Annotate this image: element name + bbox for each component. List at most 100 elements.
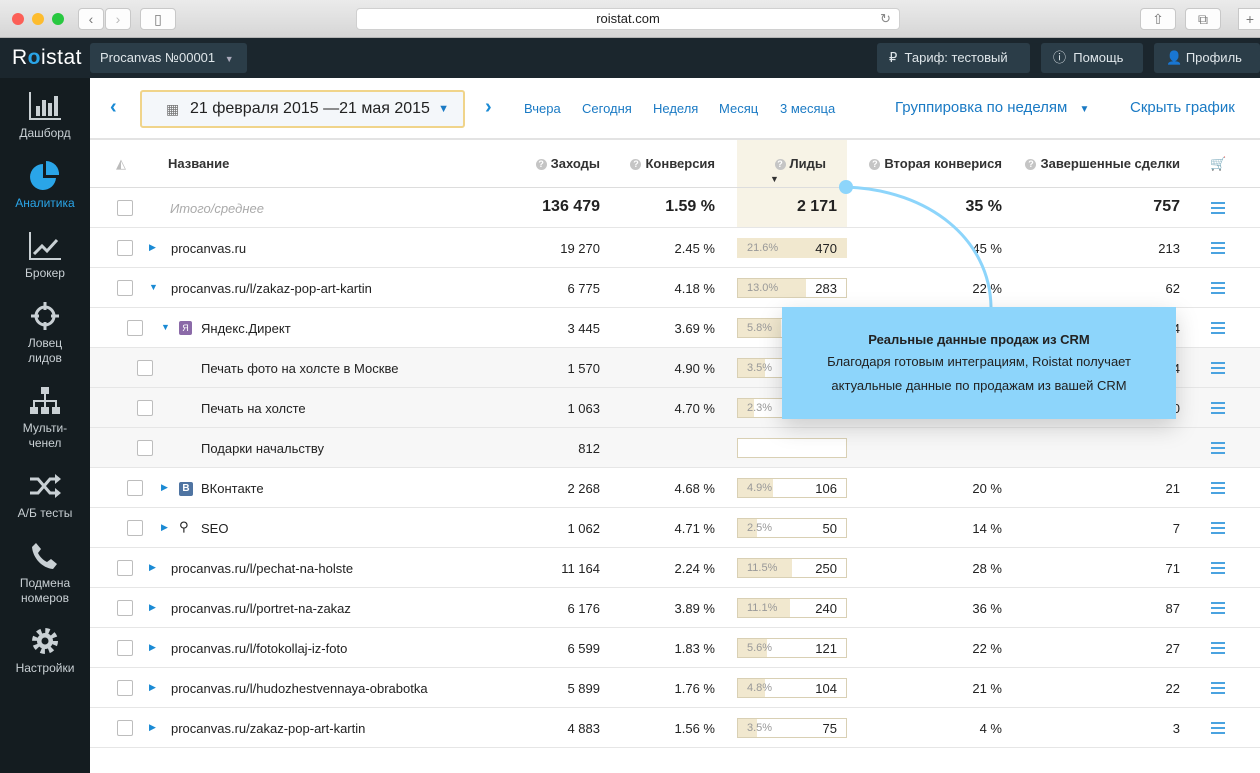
- row-menu-icon[interactable]: [1211, 282, 1225, 294]
- sidebar-toggle-icon[interactable]: ▯: [140, 8, 176, 30]
- leads-cell[interactable]: 4.8% 104: [737, 678, 847, 698]
- leads-cell[interactable]: 11.1% 240: [737, 598, 847, 618]
- row-menu-icon[interactable]: [1211, 602, 1225, 614]
- table-row[interactable]: ▶ procanvas.ru/l/pechat-na-holste 11 164 2.…: [90, 548, 1260, 588]
- row-checkbox[interactable]: [127, 520, 143, 536]
- row-name[interactable]: Подарки начальству: [201, 441, 324, 456]
- row-menu-icon[interactable]: [1211, 322, 1225, 334]
- row-menu-icon[interactable]: [1211, 362, 1225, 374]
- next-period-button[interactable]: ›: [485, 96, 492, 118]
- row-name[interactable]: SEO: [201, 521, 229, 536]
- row-menu-icon[interactable]: [1211, 642, 1225, 654]
- sidebar-item-lead-catcher[interactable]: Ловец лидов: [0, 300, 90, 366]
- row-name[interactable]: Печать на холсте: [201, 401, 306, 416]
- row-checkbox[interactable]: [127, 480, 143, 496]
- row-name[interactable]: Печать фото на холсте в Москве: [201, 361, 399, 376]
- table-row[interactable]: ▶ procanvas.ru/l/portret-na-zakaz 6 176 3.8…: [90, 588, 1260, 628]
- caret-down-icon[interactable]: ▼: [149, 282, 158, 292]
- header-conversion[interactable]: ? Конверсия: [630, 156, 715, 171]
- row-menu-icon[interactable]: [1211, 722, 1225, 734]
- leads-cell[interactable]: 3.5% 75: [737, 718, 847, 738]
- back-button[interactable]: ‹: [78, 8, 104, 30]
- tabs-icon[interactable]: ⧉: [1185, 8, 1221, 30]
- area-chart-icon[interactable]: ◭: [116, 156, 126, 171]
- leads-cell[interactable]: 21.6% 470: [737, 238, 847, 258]
- sidebar-item-settings[interactable]: Настройки: [0, 625, 90, 676]
- tariff-button[interactable]: ₽ Тариф: тестовый: [877, 43, 1030, 73]
- project-select[interactable]: Procanvas №00001 ▼: [90, 43, 247, 73]
- hide-chart-link[interactable]: Скрыть график: [1130, 99, 1235, 116]
- row-name[interactable]: procanvas.ru: [171, 241, 247, 256]
- caret-right-icon[interactable]: ▶: [149, 642, 156, 652]
- caret-right-icon[interactable]: ▶: [149, 562, 156, 572]
- sidebar-item-broker[interactable]: Брокер: [0, 230, 90, 281]
- share-icon[interactable]: ⇧: [1140, 8, 1176, 30]
- table-row[interactable]: ▶ procanvas.ru/l/fotokollaj-iz-foto 6 599 1…: [90, 628, 1260, 668]
- reload-icon[interactable]: ↻: [880, 11, 891, 26]
- row-menu-icon[interactable]: [1211, 522, 1225, 534]
- row-name[interactable]: procanvas.ru/l/portret-na-zakaz: [171, 601, 351, 616]
- table-row[interactable]: ▶ ⚲ SEO 1 062 4.71 % 2.5% 50 14 % 7: [90, 508, 1260, 548]
- period-today[interactable]: Сегодня: [582, 101, 632, 116]
- sidebar-item-ab-tests[interactable]: А/Б тесты: [0, 470, 90, 521]
- row-checkbox[interactable]: [117, 240, 133, 256]
- prev-period-button[interactable]: ‹: [110, 96, 117, 118]
- leads-cell[interactable]: 5.6% 121: [737, 638, 847, 658]
- header-name[interactable]: Название: [168, 156, 230, 171]
- caret-right-icon[interactable]: ▶: [161, 522, 168, 532]
- period-3-months[interactable]: 3 месяца: [780, 101, 836, 116]
- row-menu-icon[interactable]: [1211, 442, 1225, 454]
- table-row[interactable]: ▼ procanvas.ru/l/zakaz-pop-art-kartin 6 77…: [90, 268, 1260, 308]
- address-bar[interactable]: roistat.com ↻: [356, 8, 900, 30]
- table-row[interactable]: ▶ B ВКонтакте 2 268 4.68 % 4.9% 106 20 % 21: [90, 468, 1260, 508]
- header-visits[interactable]: ? Заходы: [535, 156, 600, 171]
- close-window-button[interactable]: [12, 13, 24, 25]
- row-checkbox[interactable]: [117, 600, 133, 616]
- period-yesterday[interactable]: Вчера: [524, 101, 561, 116]
- period-week[interactable]: Неделя: [653, 101, 699, 116]
- select-all-checkbox[interactable]: [117, 200, 133, 216]
- profile-button[interactable]: 👤 Профиль: [1154, 43, 1260, 73]
- caret-right-icon[interactable]: ▶: [149, 722, 156, 732]
- row-name[interactable]: procanvas.ru/l/pechat-na-holste: [171, 561, 354, 576]
- sidebar-item-analytics[interactable]: Аналитика: [0, 160, 90, 211]
- row-menu-icon[interactable]: [1211, 242, 1225, 254]
- row-name[interactable]: procanvas.ru/zakaz-pop-art-kartin: [171, 721, 366, 736]
- header-deals[interactable]: ? Завершенные сделки: [1025, 156, 1180, 171]
- maximize-window-button[interactable]: [52, 13, 64, 25]
- minimize-window-button[interactable]: [32, 13, 44, 25]
- period-month[interactable]: Месяц: [719, 101, 759, 116]
- forward-button[interactable]: ›: [105, 8, 131, 30]
- row-name[interactable]: procanvas.ru/l/zakaz-pop-art-kartin: [171, 281, 372, 296]
- sidebar-item-multichannel[interactable]: Мульти-ченел: [0, 385, 90, 451]
- row-menu-icon[interactable]: [1211, 202, 1225, 214]
- row-checkbox[interactable]: [137, 440, 153, 456]
- row-name[interactable]: procanvas.ru/l/fotokollaj-iz-foto: [171, 641, 348, 656]
- caret-right-icon[interactable]: ▶: [149, 242, 156, 252]
- caret-right-icon[interactable]: ▶: [161, 482, 168, 492]
- row-checkbox[interactable]: [117, 560, 133, 576]
- caret-right-icon[interactable]: ▶: [149, 602, 156, 612]
- table-row[interactable]: ▶ procanvas.ru 19 270 2.45 % 21.6% 470 45 % 213: [90, 228, 1260, 268]
- sidebar-item-number-substitution[interactable]: Подмена номеров: [0, 540, 90, 606]
- row-checkbox[interactable]: [117, 720, 133, 736]
- logo[interactable]: Roistat: [12, 46, 83, 69]
- grouping-select[interactable]: Группировка по неделям ▼: [895, 99, 1089, 116]
- help-button[interactable]: ⓘ Помощь: [1041, 43, 1143, 73]
- row-checkbox[interactable]: [117, 640, 133, 656]
- table-row[interactable]: ▶ procanvas.ru/zakaz-pop-art-kartin 4 883 1…: [90, 708, 1260, 748]
- header-second-conversion[interactable]: ? Вторая конверися: [869, 156, 1002, 171]
- new-tab-button[interactable]: +: [1238, 8, 1260, 30]
- row-name[interactable]: Яндекс.Директ: [201, 321, 291, 336]
- row-menu-icon[interactable]: [1211, 402, 1225, 414]
- row-name[interactable]: ВКонтакте: [201, 481, 264, 496]
- table-row[interactable]: ▶ procanvas.ru/l/hudozhestvennaya-obrabot…: [90, 668, 1260, 708]
- cart-icon[interactable]: 🛒: [1210, 156, 1227, 171]
- caret-down-icon[interactable]: ▼: [161, 322, 170, 332]
- header-leads[interactable]: ? Лиды: [774, 156, 826, 171]
- date-range-picker[interactable]: ▦ 21 февраля 2015 —21 мая 2015 ▼: [140, 90, 465, 128]
- sidebar-item-dashboard[interactable]: Дашборд: [0, 90, 90, 141]
- row-checkbox[interactable]: [127, 320, 143, 336]
- row-menu-icon[interactable]: [1211, 682, 1225, 694]
- row-name[interactable]: procanvas.ru/l/hudozhestvennaya-obrabotk…: [171, 681, 428, 696]
